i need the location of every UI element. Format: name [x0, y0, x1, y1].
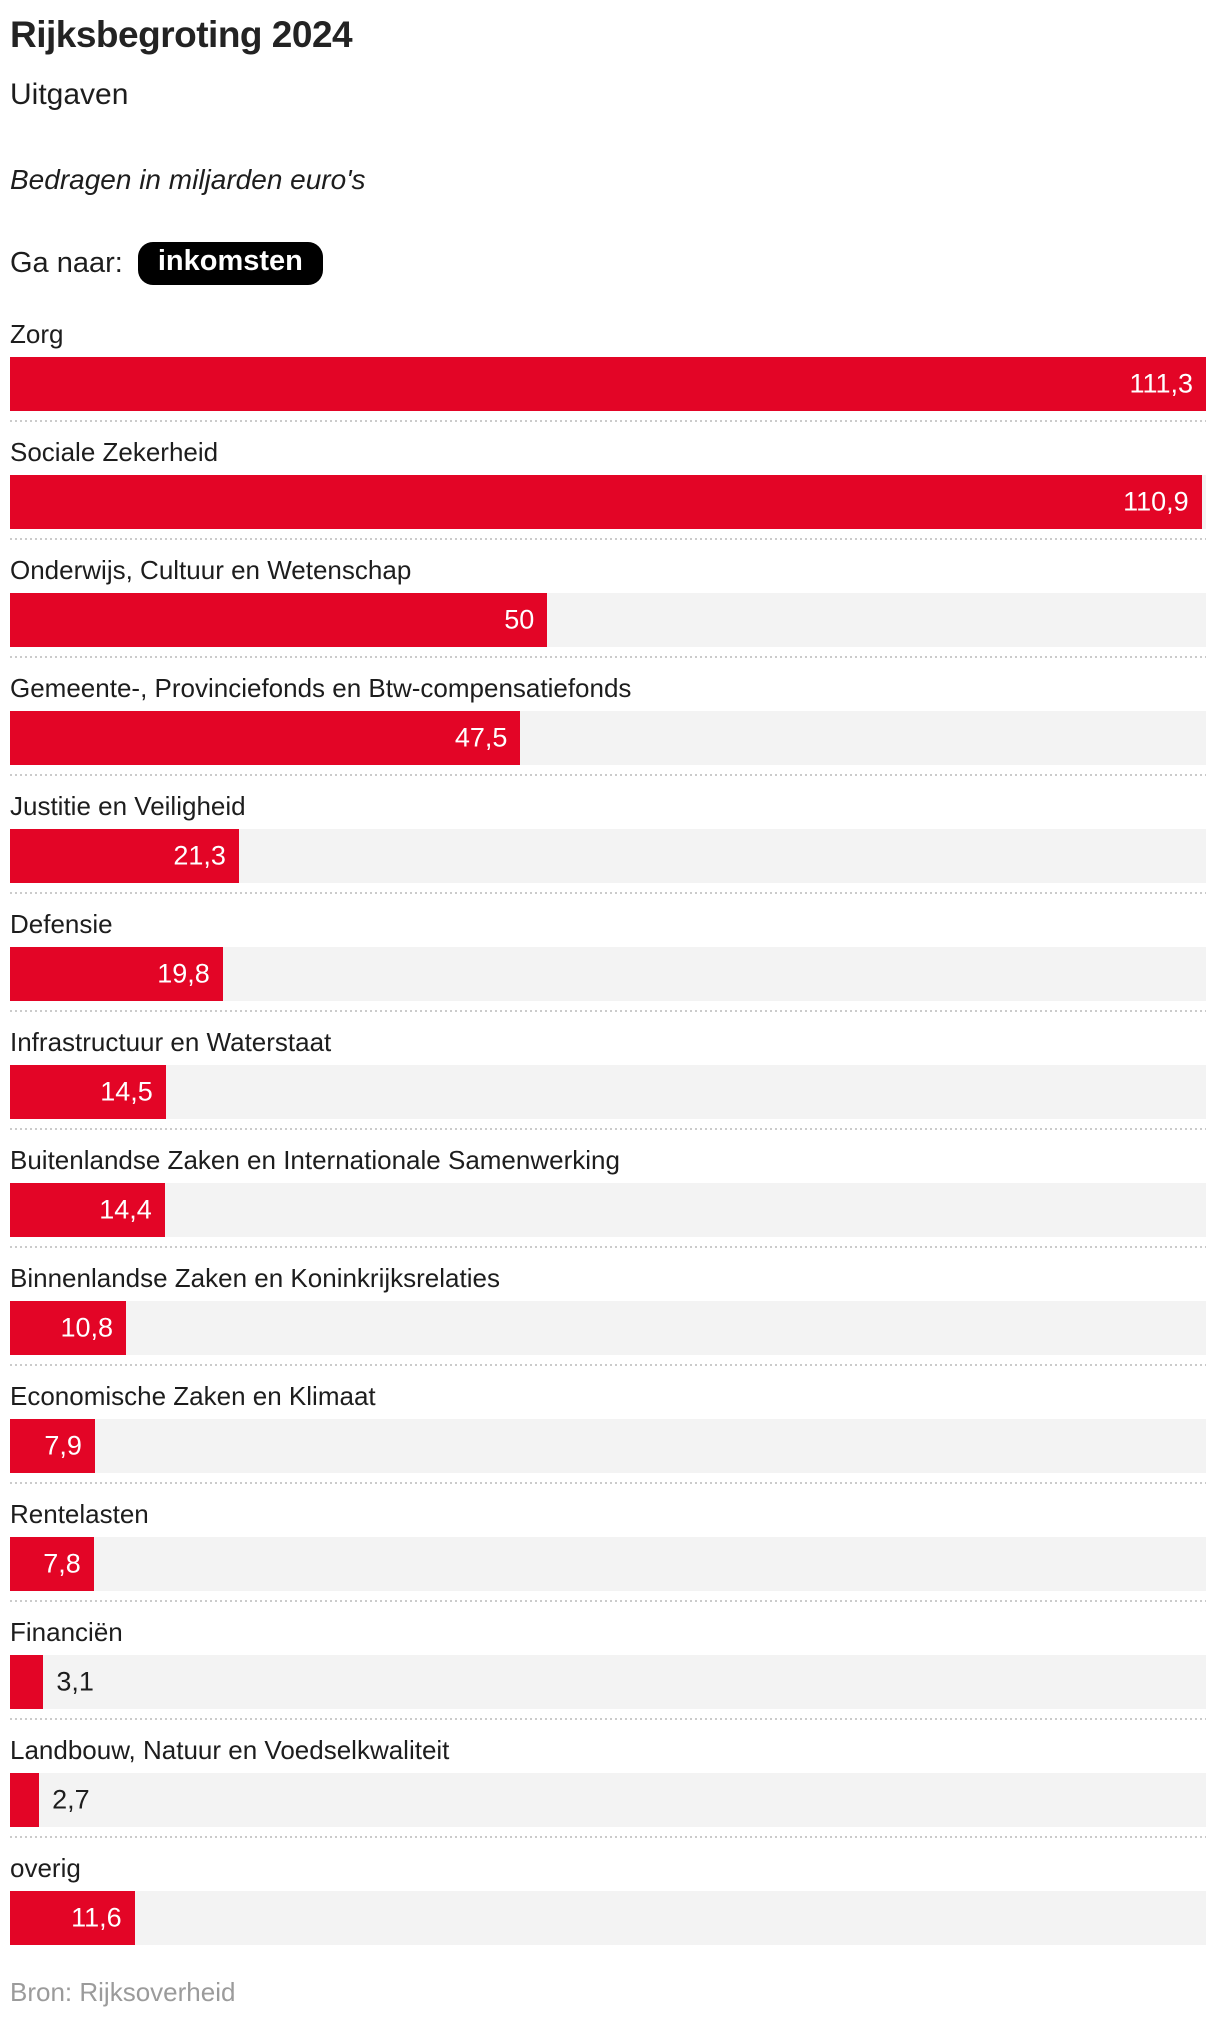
bar-row: Landbouw, Natuur en Voedselkwaliteit 2,7	[10, 1735, 1206, 1838]
bar-track: 7,9	[10, 1418, 1206, 1473]
bar-track: 110,9	[10, 474, 1206, 529]
bar-row: Gemeente-, Provinciefonds en Btw-compens…	[10, 673, 1206, 776]
bar-fill: 7,9	[10, 1418, 95, 1473]
bar-track: 111,3	[10, 356, 1206, 411]
bar-track: 10,8	[10, 1300, 1206, 1355]
bar-track: 47,5	[10, 710, 1206, 765]
bar-label: Infrastructuur en Waterstaat	[10, 1026, 332, 1057]
bar-fill: 50	[10, 592, 548, 647]
bar-track: 2,7	[10, 1772, 1206, 1827]
bar-track: 7,8	[10, 1536, 1206, 1591]
chart-header: Rijksbegroting 2024 Uitgaven Bedragen in…	[10, 14, 1206, 285]
bar-fill: 14,4	[10, 1182, 165, 1237]
bar-label: Justitie en Veiligheid	[10, 790, 246, 821]
bar-fill: 10,8	[10, 1300, 126, 1355]
bar-track: 19,8	[10, 946, 1206, 1001]
bar-track: 50	[10, 592, 1206, 647]
bar-value: 50	[504, 604, 535, 635]
inkomsten-button[interactable]: inkomsten	[137, 241, 323, 285]
source-note: Bron: Rijksoverheid	[10, 1976, 236, 2007]
page-title: Rijksbegroting 2024	[10, 14, 353, 55]
bar-row: Buitenlandse Zaken en Internationale Sam…	[10, 1145, 1206, 1248]
bar-value: 3,1	[56, 1666, 94, 1697]
bar-label: Sociale Zekerheid	[10, 436, 219, 467]
bar-track: 14,5	[10, 1064, 1206, 1119]
bar-row: Zorg 111,3	[10, 319, 1206, 422]
bar-fill: 3,1	[10, 1654, 94, 1709]
unit-note: Bedragen in miljarden euro's	[10, 163, 366, 195]
page-subtitle: Uitgaven	[10, 77, 129, 111]
bar-track: 21,3	[10, 828, 1206, 883]
bar-track: 3,1	[10, 1654, 1206, 1709]
bar-label: Landbouw, Natuur en Voedselkwaliteit	[10, 1734, 450, 1765]
bar-row: Onderwijs, Cultuur en Wetenschap 50	[10, 555, 1206, 658]
bar-value: 111,3	[1129, 368, 1193, 399]
bar-row: overig 11,6	[10, 1853, 1206, 1945]
bar-row: Justitie en Veiligheid 21,3	[10, 791, 1206, 894]
bar-fill: 47,5	[10, 710, 521, 765]
bar-label: Rentelasten	[10, 1498, 149, 1529]
bar-value: 47,5	[454, 722, 508, 753]
goto-row: Ga naar: inkomsten	[10, 241, 1206, 285]
bar-fill: 11,6	[10, 1890, 135, 1945]
bar-list: Zorg 111,3 Sociale Zekerheid 110,9 Onder…	[10, 319, 1206, 1945]
bar-row: Binnenlandse Zaken en Koninkrijksrelatie…	[10, 1263, 1206, 1366]
bar-value: 7,8	[43, 1548, 81, 1579]
bar-value: 19,8	[157, 958, 210, 989]
bar-label: Buitenlandse Zaken en Internationale Sam…	[10, 1144, 620, 1175]
bar-fill: 2,7	[10, 1772, 90, 1827]
bar-value: 10,8	[60, 1312, 113, 1343]
bar-label: Onderwijs, Cultuur en Wetenschap	[10, 554, 412, 585]
bar-fill: 19,8	[10, 946, 223, 1001]
bar-value: 110,9	[1123, 486, 1189, 517]
bar-value: 21,3	[173, 840, 226, 871]
bar-value: 14,5	[100, 1076, 153, 1107]
bar-fill: 111,3	[10, 356, 1206, 411]
bar-fill: 7,8	[10, 1536, 94, 1591]
bar-value: 7,9	[44, 1430, 82, 1461]
bar-label: Economische Zaken en Klimaat	[10, 1380, 376, 1411]
bar-label: Financiën	[10, 1616, 123, 1647]
bar-label: Gemeente-, Provinciefonds en Btw-compens…	[10, 672, 632, 703]
bar-row: Financiën 3,1	[10, 1617, 1206, 1720]
bar-label: Zorg	[10, 318, 64, 349]
bar-row: Economische Zaken en Klimaat 7,9	[10, 1381, 1206, 1484]
bar-row: Sociale Zekerheid 110,9	[10, 437, 1206, 540]
bar-label: Binnenlandse Zaken en Koninkrijksrelatie…	[10, 1262, 500, 1293]
bar-track: 14,4	[10, 1182, 1206, 1237]
bar-value: 2,7	[52, 1784, 90, 1815]
bar-label: Defensie	[10, 908, 113, 939]
bar-fill: 110,9	[10, 474, 1202, 529]
bar-fill: 21,3	[10, 828, 239, 883]
goto-label: Ga naar:	[10, 246, 123, 279]
bar-row: Rentelasten 7,8	[10, 1499, 1206, 1602]
bar-row: Defensie 19,8	[10, 909, 1206, 1012]
bar-track: 11,6	[10, 1890, 1206, 1945]
bar-label: overig	[10, 1852, 81, 1883]
bar-row: Infrastructuur en Waterstaat 14,5	[10, 1027, 1206, 1130]
bar-value: 14,4	[99, 1194, 152, 1225]
bar-value: 11,6	[71, 1902, 122, 1933]
bar-fill: 14,5	[10, 1064, 166, 1119]
